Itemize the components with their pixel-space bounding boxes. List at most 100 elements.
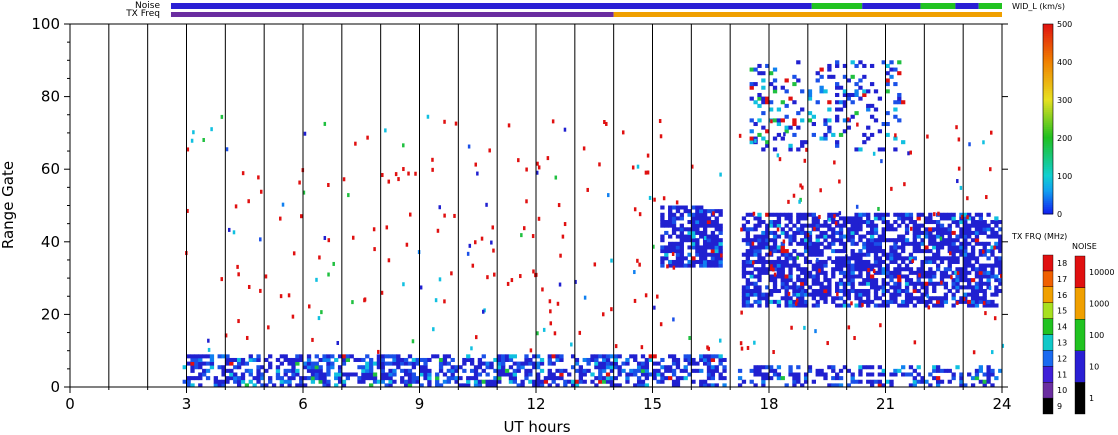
- scatter-cell: [912, 296, 917, 301]
- scatter-cell: [776, 259, 782, 264]
- scatter-cell: [873, 245, 879, 250]
- scatter-cell: [842, 281, 848, 286]
- scatter-cell: [695, 223, 700, 228]
- scatter-cell: [423, 357, 428, 362]
- scatter-cell: [776, 249, 782, 254]
- scatter-cell: [772, 281, 778, 286]
- scatter-cell: [556, 301, 560, 306]
- scatter-cell: [268, 376, 273, 381]
- scatter-cell: [287, 368, 292, 373]
- scatter-cell: [691, 230, 696, 235]
- scatter-cell: [668, 212, 673, 217]
- scatter-cell: [811, 296, 816, 301]
- scatter-cell: [869, 372, 875, 377]
- scatter-cell: [807, 285, 813, 290]
- scatter-cell: [815, 299, 820, 304]
- scatter-cell: [970, 383, 976, 388]
- scatter-cell: [757, 368, 762, 373]
- scatter-cell: [672, 265, 676, 270]
- scatter-cell: [213, 383, 218, 388]
- scatter-cell: [638, 262, 641, 267]
- scatter-cell: [403, 383, 409, 388]
- scatter-cell: [772, 220, 778, 225]
- scatter-cell: [691, 361, 696, 366]
- scatter-cell: [990, 292, 995, 297]
- scatter-cell: [699, 354, 704, 359]
- scatter-cell: [753, 383, 758, 388]
- scatter-cell: [986, 365, 991, 370]
- width-colorbar-step: [1043, 198, 1053, 202]
- scatter-cell: [858, 288, 863, 294]
- scatter-cell: [866, 238, 871, 243]
- scatter-cell: [796, 288, 801, 294]
- scatter-cell: [788, 267, 793, 272]
- scatter-cell: [904, 223, 910, 228]
- scatter-cell: [881, 278, 886, 283]
- scatter-cell: [974, 267, 980, 272]
- scatter-cell: [252, 376, 257, 381]
- scatter-cell: [959, 296, 964, 301]
- scatter-cell: [714, 209, 719, 214]
- scatter-cell: [815, 368, 820, 373]
- scatter-cell: [702, 209, 708, 214]
- scatter-cell: [435, 383, 440, 388]
- scatter-cell: [869, 267, 875, 272]
- scatter-cell: [264, 383, 269, 388]
- scatter-cell: [854, 223, 859, 228]
- width-colorbar-step: [1043, 122, 1053, 126]
- scatter-cell: [687, 357, 692, 362]
- scatter-cell: [217, 379, 222, 384]
- scatter-cell: [749, 85, 754, 90]
- scatter-cell: [757, 96, 762, 101]
- scatter-cell: [858, 263, 863, 268]
- scatter-cell: [951, 241, 956, 246]
- scatter-cell: [574, 357, 580, 362]
- scatter-cell: [796, 111, 801, 116]
- scatter-cell: [644, 170, 648, 175]
- scatter-cell: [256, 379, 261, 384]
- txfreq-colorbar-step: [1042, 366, 1054, 383]
- scatter-cell: [827, 118, 832, 123]
- scatter-cell: [702, 354, 708, 359]
- scatter-cell: [978, 270, 983, 275]
- scatter-cell: [959, 252, 964, 257]
- scatter-cell: [800, 303, 805, 308]
- scatter-cell: [186, 208, 189, 213]
- scatter-cell: [326, 383, 331, 388]
- scatter-cell: [850, 92, 855, 97]
- scatter-cell: [815, 241, 820, 246]
- width-colorbar-step: [1043, 107, 1053, 110]
- scatter-cell: [303, 383, 308, 388]
- scatter-cell: [493, 376, 498, 381]
- scatter-cell: [644, 293, 648, 298]
- scatter-cell: [889, 372, 894, 377]
- scatter-cell: [761, 241, 766, 246]
- scatter-cell: [850, 100, 855, 105]
- scatter-cell: [299, 383, 304, 388]
- scatter-cell: [838, 270, 844, 275]
- scatter-cell: [780, 136, 785, 141]
- scatter-cell: [516, 361, 521, 366]
- scatter-cell: [854, 230, 859, 235]
- scatter-cell: [970, 238, 976, 243]
- scatter-cell: [951, 303, 956, 308]
- scatter-cell: [885, 227, 890, 232]
- scatter-cell: [236, 383, 242, 388]
- scatter-cell: [943, 292, 949, 297]
- scatter-cell: [481, 368, 486, 373]
- scatter-cell: [749, 96, 754, 101]
- scatter-cell: [706, 354, 712, 359]
- scatter-cell: [978, 267, 983, 272]
- width-colorbar-step: [1043, 71, 1053, 74]
- scatter-cell: [885, 281, 890, 286]
- scatter-cell: [967, 303, 972, 308]
- scatter-cell: [508, 357, 514, 362]
- scatter-cell: [788, 368, 793, 373]
- scatter-cell: [671, 230, 677, 235]
- scatter-cell: [986, 212, 991, 217]
- scatter-cell: [302, 190, 306, 195]
- scatter-cell: [974, 281, 980, 286]
- scatter-cell: [920, 274, 925, 279]
- x-axis: 0 3 6 9 12 15 18 21 24: [65, 387, 1012, 413]
- scatter-cell: [815, 288, 820, 294]
